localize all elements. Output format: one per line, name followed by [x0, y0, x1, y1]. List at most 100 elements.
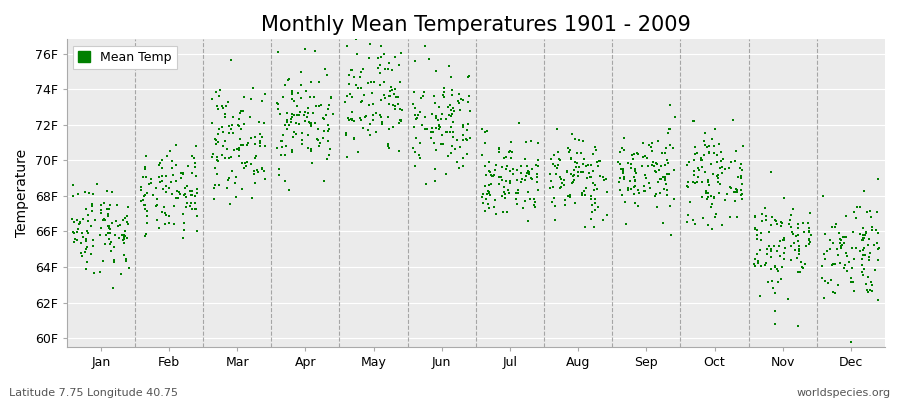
Point: [178, 194, 193, 200]
Point: [293, 109, 308, 115]
Point: [724, 185, 738, 192]
Point: [94, 225, 109, 231]
Point: [734, 192, 748, 198]
Point: [176, 170, 191, 176]
Point: [279, 143, 293, 150]
Point: [859, 230, 873, 236]
Point: [408, 149, 422, 156]
Point: [558, 202, 572, 208]
Point: [257, 143, 272, 150]
Point: [184, 191, 199, 198]
Point: [701, 179, 716, 185]
Point: [290, 112, 304, 118]
Point: [696, 214, 710, 221]
Point: [687, 118, 701, 124]
Point: [251, 169, 266, 176]
Point: [518, 198, 532, 204]
Point: [279, 118, 293, 125]
Point: [582, 170, 597, 176]
Point: [482, 205, 496, 211]
Point: [627, 183, 642, 190]
Point: [429, 124, 444, 131]
Point: [845, 245, 859, 251]
Point: [861, 289, 876, 295]
Point: [293, 82, 308, 88]
Y-axis label: Temperature: Temperature: [15, 149, 29, 237]
Point: [855, 225, 869, 232]
Point: [531, 157, 545, 164]
Point: [652, 138, 666, 144]
Point: [629, 170, 643, 177]
Point: [625, 151, 639, 158]
Point: [696, 194, 710, 200]
Point: [750, 226, 764, 233]
Point: [857, 245, 871, 252]
Point: [286, 112, 301, 118]
Point: [216, 129, 230, 136]
Point: [509, 167, 524, 173]
Point: [871, 245, 886, 251]
Point: [461, 120, 475, 127]
Point: [212, 182, 227, 188]
Point: [443, 101, 457, 108]
Point: [778, 245, 793, 252]
Point: [345, 116, 359, 122]
Point: [681, 179, 696, 185]
Point: [215, 142, 230, 149]
Point: [158, 221, 172, 227]
Point: [544, 156, 558, 162]
Point: [566, 172, 580, 178]
Point: [550, 126, 564, 132]
Point: [106, 244, 121, 250]
Point: [514, 179, 528, 186]
Point: [285, 95, 300, 102]
Point: [836, 234, 850, 240]
Point: [311, 102, 326, 109]
Point: [394, 117, 409, 123]
Point: [710, 175, 724, 182]
Point: [773, 253, 788, 259]
Point: [298, 46, 312, 52]
Point: [446, 118, 460, 125]
Point: [847, 288, 861, 294]
Point: [570, 159, 584, 166]
Point: [79, 265, 94, 272]
Point: [648, 192, 662, 199]
Point: [235, 186, 249, 192]
Point: [109, 217, 123, 224]
Point: [482, 182, 497, 188]
Point: [355, 98, 369, 104]
Point: [662, 141, 677, 148]
Point: [101, 210, 115, 217]
Point: [277, 122, 292, 129]
Point: [305, 160, 320, 166]
Point: [525, 176, 539, 182]
Point: [688, 157, 702, 163]
Point: [770, 268, 785, 274]
Point: [498, 190, 512, 197]
Point: [282, 122, 296, 129]
Point: [706, 195, 721, 201]
Point: [206, 196, 220, 202]
Point: [232, 116, 247, 122]
Point: [628, 168, 643, 174]
Point: [303, 79, 318, 86]
Point: [375, 120, 390, 127]
Point: [112, 222, 127, 228]
Point: [660, 186, 674, 193]
Point: [169, 178, 184, 184]
Point: [653, 163, 668, 170]
Point: [393, 50, 408, 56]
Point: [777, 235, 791, 242]
Point: [448, 146, 463, 152]
Point: [581, 162, 596, 168]
Point: [500, 208, 514, 215]
Point: [434, 140, 448, 147]
Point: [450, 159, 464, 165]
Point: [118, 215, 132, 222]
Point: [858, 251, 872, 258]
Text: worldspecies.org: worldspecies.org: [796, 388, 891, 398]
Point: [409, 112, 423, 118]
Point: [322, 102, 337, 108]
Point: [690, 150, 705, 156]
